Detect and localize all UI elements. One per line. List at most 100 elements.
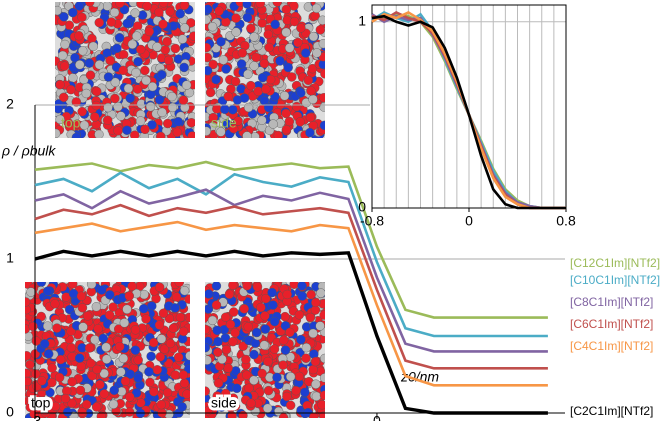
atom bbox=[60, 39, 70, 50]
atom bbox=[101, 354, 112, 364]
atom bbox=[231, 13, 241, 23]
atom bbox=[319, 390, 325, 400]
atom bbox=[280, 345, 291, 355]
atom bbox=[145, 101, 156, 112]
atom bbox=[224, 289, 235, 299]
atom bbox=[260, 311, 270, 321]
atom bbox=[268, 300, 278, 310]
x-tick-label: 0 bbox=[465, 213, 473, 229]
atom bbox=[133, 56, 143, 67]
atom bbox=[179, 62, 189, 73]
atom bbox=[146, 351, 156, 362]
atom bbox=[50, 299, 60, 309]
atom bbox=[319, 93, 325, 103]
atom bbox=[241, 354, 251, 365]
atom bbox=[264, 42, 274, 53]
atom bbox=[239, 304, 249, 314]
atom bbox=[36, 282, 47, 288]
atom bbox=[124, 407, 135, 417]
atom bbox=[68, 73, 78, 83]
atom bbox=[55, 103, 63, 114]
atom bbox=[285, 400, 296, 411]
atom bbox=[265, 74, 276, 85]
atom bbox=[81, 88, 91, 99]
atom bbox=[26, 287, 36, 297]
atom bbox=[109, 7, 120, 18]
atom bbox=[44, 349, 54, 359]
atom bbox=[173, 116, 183, 127]
atom bbox=[119, 318, 130, 328]
atom bbox=[93, 324, 103, 334]
atom bbox=[214, 6, 224, 16]
atom bbox=[87, 33, 97, 44]
atom bbox=[226, 400, 237, 410]
atom bbox=[249, 61, 259, 71]
atom bbox=[281, 27, 291, 38]
atom bbox=[125, 392, 135, 402]
atom bbox=[171, 292, 182, 302]
atom bbox=[238, 341, 248, 351]
atom bbox=[59, 12, 69, 22]
atom bbox=[103, 102, 113, 113]
atom bbox=[67, 377, 77, 387]
atom bbox=[47, 363, 57, 373]
atom bbox=[221, 344, 232, 355]
atom bbox=[26, 395, 36, 406]
atom bbox=[132, 31, 142, 41]
atom bbox=[305, 312, 316, 323]
atom bbox=[318, 38, 325, 49]
atom bbox=[311, 391, 322, 402]
atom bbox=[109, 385, 119, 395]
atom bbox=[246, 80, 256, 91]
atom bbox=[243, 322, 253, 332]
atom bbox=[156, 131, 166, 138]
atom bbox=[269, 344, 280, 354]
atom bbox=[319, 120, 325, 131]
atom bbox=[154, 7, 164, 18]
atom bbox=[205, 126, 211, 136]
atom bbox=[270, 19, 280, 30]
atom bbox=[293, 37, 303, 48]
atom bbox=[216, 37, 226, 47]
atom bbox=[105, 290, 115, 300]
atom bbox=[25, 359, 35, 370]
atom bbox=[114, 324, 124, 334]
atom bbox=[189, 31, 195, 41]
atom bbox=[66, 84, 76, 95]
atom bbox=[228, 282, 238, 290]
atom bbox=[319, 373, 325, 383]
atom bbox=[182, 389, 190, 399]
atom bbox=[139, 303, 149, 314]
atom bbox=[112, 43, 122, 54]
atom bbox=[91, 302, 102, 312]
atom bbox=[306, 289, 316, 300]
atom bbox=[296, 334, 306, 345]
atom bbox=[162, 387, 173, 398]
atom bbox=[52, 323, 62, 333]
atom bbox=[158, 19, 168, 29]
atom bbox=[91, 402, 102, 412]
atom bbox=[177, 402, 187, 412]
atom bbox=[294, 310, 305, 320]
atom bbox=[257, 368, 267, 379]
atom bbox=[130, 345, 141, 355]
atom bbox=[221, 64, 231, 74]
atom bbox=[308, 31, 319, 42]
atom bbox=[244, 383, 254, 393]
atom bbox=[301, 343, 312, 353]
atom bbox=[141, 314, 151, 324]
profile-line bbox=[34, 188, 548, 353]
atom bbox=[76, 291, 87, 301]
atom bbox=[103, 72, 114, 82]
atom bbox=[296, 88, 306, 98]
atom bbox=[70, 53, 80, 63]
inset-frame bbox=[371, 4, 567, 209]
snapshot-label: side bbox=[211, 395, 237, 411]
atom bbox=[77, 106, 87, 117]
atom bbox=[74, 353, 85, 363]
atom bbox=[279, 335, 289, 345]
atom bbox=[140, 124, 150, 135]
atom bbox=[205, 42, 212, 53]
atom bbox=[228, 123, 239, 134]
